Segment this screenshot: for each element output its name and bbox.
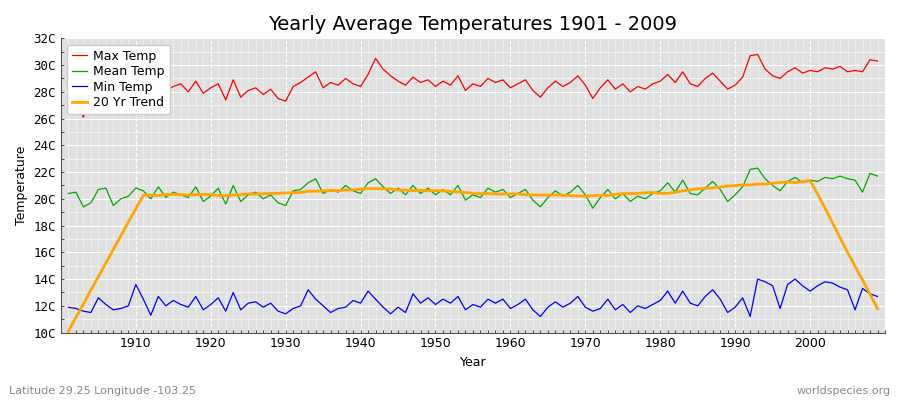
Mean Temp bbox=[602, 187, 613, 192]
Title: Yearly Average Temperatures 1901 - 2009: Yearly Average Temperatures 1901 - 2009 bbox=[268, 15, 678, 34]
Mean Temp bbox=[498, 187, 508, 192]
Min Temp bbox=[602, 297, 613, 302]
20 Yr Trend bbox=[595, 193, 606, 198]
Min Temp bbox=[123, 304, 134, 308]
Min Temp bbox=[63, 305, 74, 310]
Text: Latitude 29.25 Longitude -103.25: Latitude 29.25 Longitude -103.25 bbox=[9, 386, 196, 396]
Mean Temp bbox=[752, 166, 763, 170]
Line: Min Temp: Min Temp bbox=[68, 279, 878, 316]
Mean Temp bbox=[588, 206, 598, 210]
X-axis label: Year: Year bbox=[460, 356, 486, 369]
Min Temp bbox=[535, 314, 545, 319]
Line: Mean Temp: Mean Temp bbox=[68, 168, 878, 208]
20 Yr Trend bbox=[872, 306, 883, 311]
20 Yr Trend bbox=[63, 329, 74, 334]
Legend: Max Temp, Mean Temp, Min Temp, 20 Yr Trend: Max Temp, Mean Temp, Min Temp, 20 Yr Tre… bbox=[68, 44, 170, 114]
Line: 20 Yr Trend: 20 Yr Trend bbox=[68, 180, 878, 331]
Max Temp bbox=[752, 52, 763, 57]
Min Temp bbox=[505, 306, 516, 311]
Max Temp bbox=[78, 115, 89, 120]
Max Temp bbox=[602, 77, 613, 82]
20 Yr Trend bbox=[288, 190, 299, 195]
Max Temp bbox=[505, 86, 516, 90]
Max Temp bbox=[872, 59, 883, 64]
Mean Temp bbox=[288, 188, 299, 193]
Mean Temp bbox=[505, 195, 516, 200]
Max Temp bbox=[130, 71, 141, 76]
Line: Max Temp: Max Temp bbox=[68, 54, 878, 117]
20 Yr Trend bbox=[498, 192, 508, 196]
Mean Temp bbox=[333, 190, 344, 194]
Min Temp bbox=[752, 277, 763, 282]
Max Temp bbox=[512, 82, 523, 86]
Mean Temp bbox=[123, 194, 134, 198]
20 Yr Trend bbox=[505, 192, 516, 196]
Text: worldspecies.org: worldspecies.org bbox=[796, 386, 891, 396]
Min Temp bbox=[288, 306, 299, 311]
Y-axis label: Temperature: Temperature bbox=[15, 146, 28, 225]
Min Temp bbox=[498, 297, 508, 302]
Max Temp bbox=[295, 80, 306, 85]
Max Temp bbox=[63, 80, 74, 85]
Min Temp bbox=[333, 306, 344, 311]
Min Temp bbox=[872, 294, 883, 299]
Mean Temp bbox=[63, 191, 74, 196]
Mean Temp bbox=[872, 174, 883, 178]
Max Temp bbox=[340, 76, 351, 81]
20 Yr Trend bbox=[123, 220, 134, 224]
20 Yr Trend bbox=[333, 188, 344, 193]
20 Yr Trend bbox=[805, 178, 815, 183]
